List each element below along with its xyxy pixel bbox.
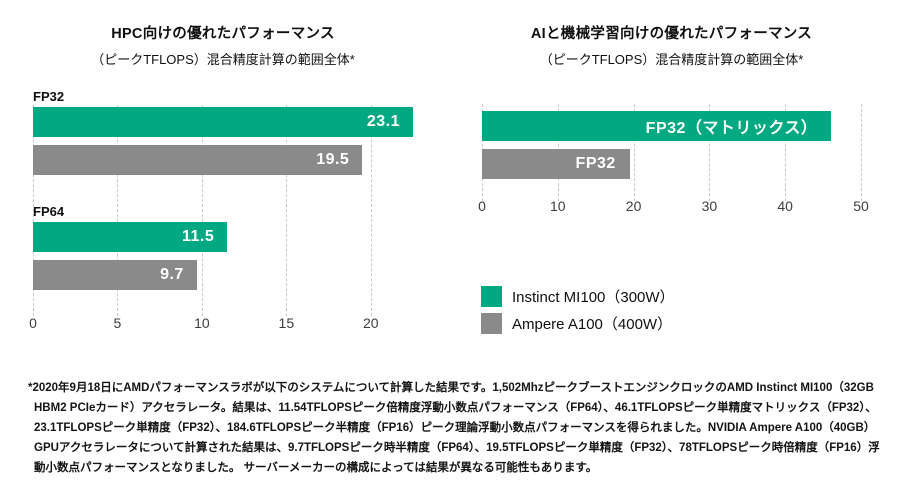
ai-chart-subtitle: （ピークTFLOPS）混合精度計算の範囲全体* bbox=[539, 52, 804, 67]
hpc-performance-chart: HPC向けの優れたパフォーマンス （ピークTFLOPS）混合精度計算の範囲全体*… bbox=[29, 22, 413, 333]
bar-green: 11.5 bbox=[33, 222, 228, 252]
bar-gray: FP32 bbox=[482, 149, 630, 179]
ai-bars: FP32（マトリックス） FP32 bbox=[482, 111, 861, 179]
axis-tick-label: 10 bbox=[194, 315, 210, 331]
legend-item-a100: Ampere A100（400W） bbox=[481, 313, 675, 334]
category-label: FP64 bbox=[33, 204, 65, 219]
a100-color-swatch bbox=[481, 313, 502, 334]
mi100-color-swatch bbox=[481, 286, 502, 307]
bar-value-label: 11.5 bbox=[181, 228, 215, 245]
axis-tick-label: 20 bbox=[625, 198, 642, 214]
axis-tick-label: 20 bbox=[362, 315, 379, 331]
axis-tick-label: 0 bbox=[29, 315, 37, 331]
axis-tick-label: 15 bbox=[278, 315, 295, 331]
hpc-x-axis: 0 5 10 15 20 bbox=[29, 315, 413, 333]
axis-tick-label: 0 bbox=[478, 198, 486, 214]
bar-green: 23.1 bbox=[33, 107, 413, 137]
axis-tick-label: 10 bbox=[550, 198, 566, 214]
gridline bbox=[861, 104, 862, 201]
a100-legend-label: Ampere A100（400W） bbox=[512, 316, 673, 333]
hpc-plot-area: FP32 23.1 19.5 FP64 11.5 9.7 bbox=[33, 90, 413, 316]
bar-name-label: FP32 bbox=[575, 155, 616, 172]
hpc-chart-title: HPC向けの優れたパフォーマンス bbox=[111, 26, 335, 42]
mi100-legend-label: Instinct MI100（300W） bbox=[512, 289, 675, 306]
bar-value-label: 23.1 bbox=[366, 113, 400, 130]
hpc-chart-subtitle: （ピークTFLOPS）混合精度計算の範囲全体* bbox=[91, 52, 355, 67]
legend: Instinct MI100（300W） Ampere A100（400W） bbox=[481, 286, 675, 340]
bar-gray: 9.7 bbox=[33, 260, 197, 290]
legend-item-mi100: Instinct MI100（300W） bbox=[481, 286, 675, 307]
axis-tick-label: 40 bbox=[777, 198, 793, 214]
footnote: *2020年9月18日にAMDパフォーマンスラボが以下のシステムについて計算した… bbox=[28, 382, 880, 474]
axis-tick-label: 30 bbox=[701, 198, 718, 214]
bar-name-label: FP32（マトリックス） bbox=[645, 120, 818, 137]
axis-tick-label: 50 bbox=[853, 198, 869, 214]
hpc-bars: FP32 23.1 19.5 FP64 11.5 9.7 bbox=[33, 90, 413, 290]
ai-x-axis: 0 10 20 30 40 50 bbox=[478, 198, 869, 216]
category-label: FP32 bbox=[33, 89, 65, 104]
bar-green: FP32（マトリックス） bbox=[482, 111, 832, 141]
bar-value-label: 19.5 bbox=[316, 151, 350, 168]
bar-gray: 19.5 bbox=[33, 145, 363, 175]
bar-value-label: 9.7 bbox=[160, 266, 184, 283]
axis-tick-label: 5 bbox=[113, 315, 122, 331]
ai-performance-chart: AIと機械学習向けの優れたパフォーマンス （ピークTFLOPS）混合精度計算の範… bbox=[478, 22, 869, 216]
ai-plot-area: FP32（マトリックス） FP32 bbox=[482, 104, 862, 201]
ai-chart-title: AIと機械学習向けの優れたパフォーマンス bbox=[530, 26, 813, 42]
